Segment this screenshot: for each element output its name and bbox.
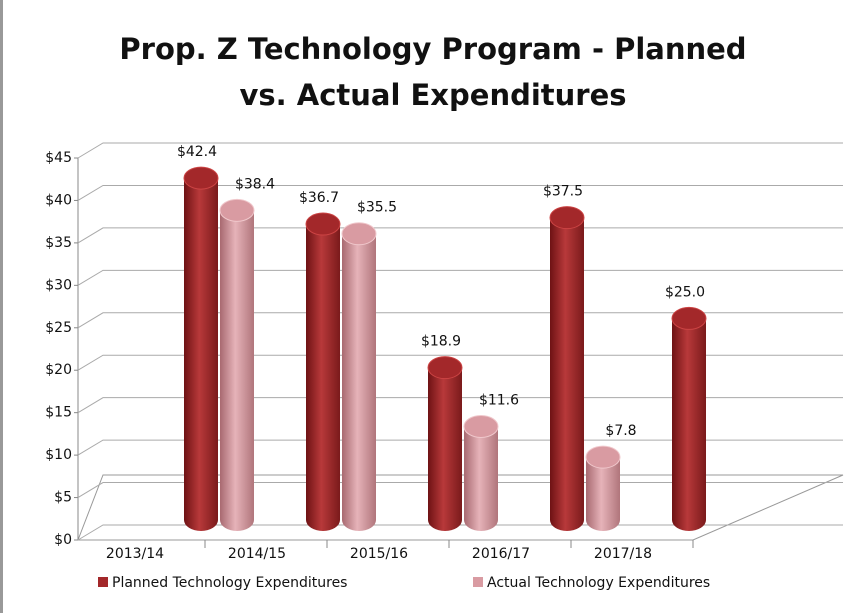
bar [672,318,706,520]
y-tick-label: $20 [45,362,72,378]
x-tick-label: 2016/17 [472,546,530,562]
data-label: $36.7 [299,190,339,206]
data-label: $38.4 [235,176,275,192]
bar [220,210,254,521]
bar-top [463,414,499,438]
chart: $0 $5 $10 $15 $20 $25 $30 $35 $40 $45 2013/14 2014/… [45,142,844,591]
x-tick-label: 2015/16 [350,546,408,562]
data-label: $7.8 [605,423,636,439]
data-label: $42.4 [177,144,217,160]
bar-top [219,198,255,222]
y-tick-label: $40 [45,192,72,208]
grid-line [77,227,843,244]
grid-line [77,354,843,371]
bar-top [427,356,463,380]
legend-label: Planned Technology Expenditures [112,575,347,591]
grid-line [77,312,843,329]
grid-line [77,439,843,456]
bar [306,224,340,520]
y-tick-label: $30 [45,277,72,293]
grid-line [77,269,843,286]
floor [77,474,844,541]
bar-top [341,222,377,246]
y-tick-label: $0 [54,532,72,548]
y-tick-label: $10 [45,447,72,463]
bar [464,426,498,520]
bar [550,217,584,521]
bar [184,178,218,520]
grid-line [77,397,843,414]
y-tick-label: $45 [45,150,72,166]
bar-top [671,306,707,330]
x-tick-label: 2013/14 [106,546,164,562]
bar-top [183,166,219,190]
data-label: $25.0 [665,284,705,300]
bar-top [549,206,585,230]
legend-label: Actual Technology Expenditures [487,575,710,591]
bar [428,367,462,520]
bar-top [305,212,341,236]
data-label: $11.6 [479,392,519,408]
bar [342,233,376,520]
legend-swatch [98,577,108,587]
data-label: $37.5 [543,184,583,200]
y-tick-label: $15 [45,405,72,421]
bar-top [585,445,621,469]
grid-line [77,142,843,159]
x-tick-label: 2014/15 [228,546,286,562]
x-tick-label: 2017/18 [594,546,652,562]
data-label: $18.9 [421,334,461,350]
y-tick-label: $25 [45,320,72,336]
chart-title: Prop. Z Technology Program - Planned vs.… [119,32,747,112]
legend-swatch [473,577,483,587]
data-label: $35.5 [357,200,397,216]
y-tick-label: $5 [54,490,72,506]
y-tick-label: $35 [45,235,72,251]
grid-line [77,184,843,201]
